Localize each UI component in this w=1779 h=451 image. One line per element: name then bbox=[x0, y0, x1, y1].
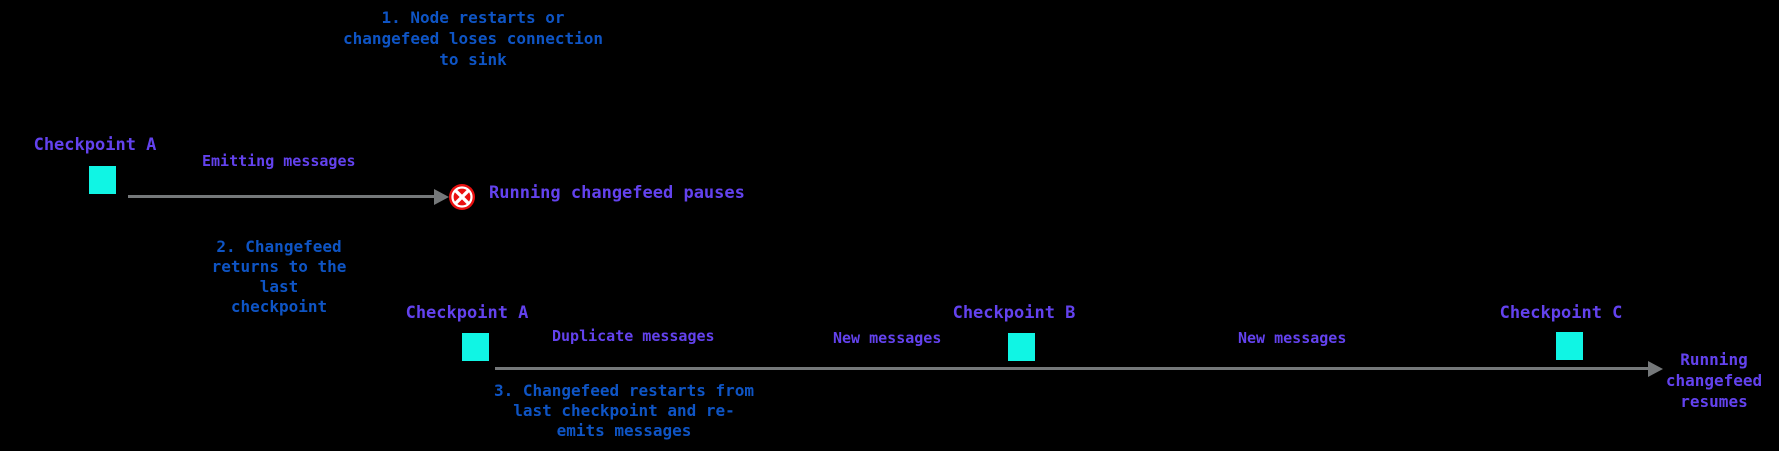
running-changefeed-pauses-label: Running changefeed pauses bbox=[489, 183, 745, 203]
checkpoint-a-label-after: Checkpoint A bbox=[405, 303, 529, 323]
timeline-arrowhead-after bbox=[1648, 361, 1663, 377]
timeline-line-before bbox=[128, 195, 434, 198]
duplicate-messages-label: Duplicate messages bbox=[552, 327, 715, 345]
timeline-line-after bbox=[495, 367, 1648, 370]
checkpoint-a-marker-before bbox=[89, 166, 116, 194]
running-changefeed-resumes-label: Running changefeed resumes bbox=[1665, 350, 1763, 411]
checkpoint-c-marker bbox=[1556, 332, 1583, 360]
checkpoint-a-label-before: Checkpoint A bbox=[33, 135, 157, 155]
timeline-arrowhead-before bbox=[434, 189, 449, 205]
emitting-messages-label: Emitting messages bbox=[202, 152, 356, 170]
annotation-step1: 1. Node restarts or changefeed loses con… bbox=[342, 8, 604, 69]
checkpoint-c-label: Checkpoint C bbox=[1499, 303, 1623, 323]
checkpoint-b-label: Checkpoint B bbox=[952, 303, 1076, 323]
annotation-step2: 2. Changefeed returns to the last checkp… bbox=[211, 237, 347, 316]
changefeed-paused-error-icon bbox=[448, 183, 476, 211]
checkpoint-a-marker-after bbox=[462, 333, 489, 361]
annotation-step3: 3. Changefeed restarts from last checkpo… bbox=[493, 381, 755, 440]
checkpoint-b-marker bbox=[1008, 333, 1035, 361]
new-messages-label-2: New messages bbox=[1238, 329, 1347, 347]
new-messages-label-1: New messages bbox=[833, 329, 942, 347]
